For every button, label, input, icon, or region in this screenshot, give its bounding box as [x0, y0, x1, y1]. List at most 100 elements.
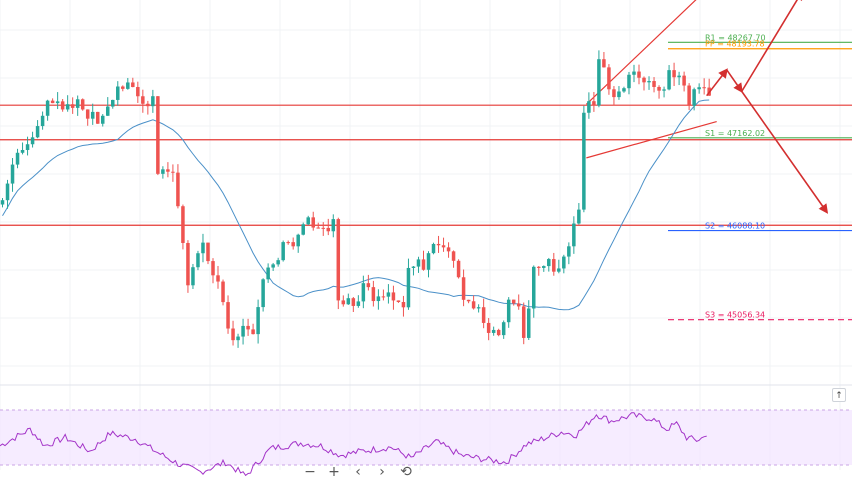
candle-body [206, 242, 210, 262]
candle-body [5, 183, 10, 201]
candle-body [521, 306, 526, 338]
candle-body [682, 75, 686, 86]
candle-body [186, 242, 190, 286]
forecast-arrow [706, 68, 728, 97]
candle-body [361, 283, 366, 302]
candle-body [256, 307, 260, 335]
candle-body [221, 281, 225, 303]
candle-body [296, 234, 300, 247]
chart-toolbar: − + ‹ › ⟲ [300, 462, 416, 484]
candle-body [226, 302, 230, 329]
candle-body [231, 328, 235, 341]
candle-body [356, 301, 361, 306]
candle-body [341, 300, 346, 305]
candle-body [667, 70, 671, 90]
moving-average-line [2, 99, 710, 311]
candle-body [702, 87, 706, 89]
price-channel [585, 0, 717, 159]
candle-body [461, 277, 466, 300]
candle-body [70, 104, 75, 108]
candle-body [426, 253, 431, 270]
candle-body [672, 70, 676, 78]
candle-body [196, 253, 200, 268]
candle-body [291, 242, 295, 247]
candle-body [516, 303, 521, 307]
candle-body [506, 299, 511, 323]
moving-average [2, 99, 710, 311]
scroll-right-button[interactable]: › [372, 462, 392, 482]
candle-body [30, 137, 35, 145]
candle-body [381, 296, 386, 298]
candle-body [15, 152, 20, 165]
forecast-arrows [706, 0, 829, 214]
scroll-left-button[interactable]: ‹ [348, 462, 368, 482]
candle-body [652, 81, 656, 87]
candle-body [40, 115, 45, 127]
candle-body [311, 217, 315, 228]
candle-body [60, 101, 65, 110]
candle-body [607, 67, 611, 90]
pivot-label: S3 = 45056.34 [705, 311, 765, 320]
zoom-out-button[interactable]: − [300, 462, 320, 482]
candle-body [50, 100, 55, 104]
candle-body [376, 296, 381, 302]
candle-body [211, 261, 215, 276]
candle-body [491, 329, 496, 333]
candle-body [65, 104, 70, 110]
candle-body [562, 256, 566, 269]
candle-body [592, 101, 596, 106]
candle-body [166, 169, 170, 172]
candle-body [501, 322, 506, 336]
candle-body [236, 336, 240, 341]
candle-body [617, 91, 621, 98]
rsi-band [0, 410, 852, 465]
candle-body [366, 283, 371, 288]
candle-body [266, 267, 270, 280]
pivot-label: R1 = 48267.70 [705, 33, 766, 42]
candle-body [176, 172, 180, 207]
candle-body [216, 275, 220, 282]
candle-body [321, 227, 326, 229]
candle-body [35, 126, 40, 138]
candle-body [25, 144, 30, 151]
candle-body [441, 245, 446, 248]
candle-body [542, 266, 546, 268]
candle-body [116, 86, 120, 100]
candle-body [75, 99, 80, 108]
candle-body [121, 86, 125, 89]
candle-body [281, 242, 285, 261]
candle-body [141, 96, 145, 104]
pivot-label: S1 = 47162.02 [705, 129, 765, 138]
candle-body [481, 307, 486, 323]
candle-body [557, 268, 561, 272]
candle-body [456, 260, 461, 278]
candle-body [552, 259, 556, 272]
candle-body [466, 299, 471, 302]
scroll-to-realtime-button[interactable]: ↑ [832, 388, 846, 402]
candle-body [136, 87, 140, 97]
candle-body [171, 171, 175, 173]
reset-chart-button[interactable]: ⟲ [396, 462, 416, 482]
candle-body [526, 308, 531, 338]
candle-body [627, 74, 631, 89]
pivot-label: S2 = 46088.10 [705, 222, 765, 231]
channel-upper-line [585, 0, 697, 105]
candle-body [496, 329, 501, 336]
candle-body [126, 82, 130, 89]
candle-body [351, 298, 356, 306]
candle-body [271, 264, 275, 268]
candle-body [582, 112, 586, 210]
zoom-in-button[interactable]: + [324, 462, 344, 482]
candle-body [131, 82, 135, 88]
candle-body [406, 267, 411, 308]
rsi-line [0, 412, 707, 477]
candle-body [326, 227, 331, 232]
candle-body [95, 111, 100, 124]
candle-body [647, 81, 651, 83]
candle-body [105, 106, 110, 116]
forecast-arrow [741, 0, 803, 92]
candle-body [486, 322, 491, 333]
horizontal-levels [0, 104, 852, 226]
